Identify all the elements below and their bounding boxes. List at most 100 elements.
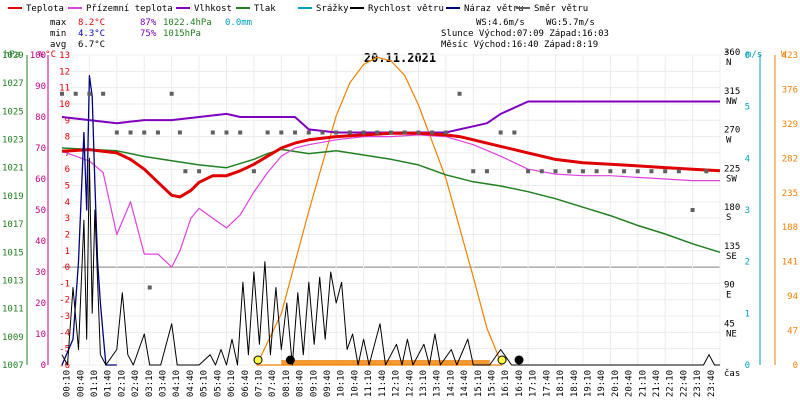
pct-tick-label: 80 [35,113,46,123]
time-tick-label: 23:10 [693,370,703,397]
time-tick-label: 22:40 [679,370,689,397]
sun-marker [253,355,263,365]
degc-tick-label: 11 [59,84,70,94]
wind-dir-point [375,130,380,135]
wind-dir-point [649,169,654,174]
stat-min-press: 1015hPa [163,29,201,39]
degc-tick-label: 9 [65,116,70,126]
ms-tick-label: 4 [745,154,750,164]
pct-tick-label: 0 [41,361,46,371]
time-tick-label: 08:40 [296,370,306,397]
wind-dir-point [690,208,695,212]
dir-tick-label: 225 [724,164,740,174]
wind-dir-point [210,130,215,135]
wind-dir-point [60,91,64,96]
w-tick-label: 94 [787,292,798,302]
legend: Teplota Přízemní teplota Vlhkost Tlak Srážky… [8,4,588,14]
time-tick-label: 07:40 [268,370,278,397]
wind-dir-point [265,130,270,135]
time-tick-label: 05:10 [200,370,210,397]
ms-tick-label: 0 [745,361,750,371]
wind-dir-point [389,130,393,135]
time-tick-label: 05:40 [213,370,223,397]
stat-max-press: 1022.4hPa [163,18,212,28]
grid [61,54,721,366]
stat-max-temp: 8.2°C [78,18,105,28]
dir-axis-title: ° [724,50,729,60]
time-tick-label: 00:40 [76,370,86,397]
info-block: WS:4.6m/s WG:5.7m/s Slunce Východ:07:09 … [441,18,609,50]
wind-dir-point [147,285,152,290]
w-tick-label: 329 [782,120,798,130]
wind-dir-point [608,169,613,174]
dir-tick-label: 360 [724,48,740,58]
legend-label: Srážky [316,4,349,14]
w-axis-title: W [781,50,787,60]
w-tick-label: 0 [793,361,798,371]
legend-label: Tlak [254,4,276,14]
degc-tick-label: -2 [59,296,70,306]
wind-dir-point [155,130,160,135]
pct-tick-label: 30 [35,268,46,278]
wind-dir-point [526,169,531,174]
time-tick-label: 06:10 [227,370,237,397]
degc-tick-label: -6 [59,361,70,371]
wind-speed-summary: WS:4.6m/s [476,18,525,28]
wind-dir-point [87,91,92,96]
time-axis-title: čas [724,368,740,379]
legend-label: Náraz větru [464,4,524,14]
wind-dir-point [512,130,517,135]
wind-dir-point [101,91,106,96]
wind-gust-line [61,75,117,366]
degc-tick-label: 12 [59,67,70,77]
wind-dir-point [594,169,599,174]
wind-dir-point [539,169,544,174]
wind-dir-point [279,130,284,135]
wind-dir-point [622,169,627,174]
time-tick-label: 09:40 [323,370,333,397]
wind-dir-point [334,130,339,135]
wind-dir-point [430,130,435,135]
time-tick-label: 02:10 [117,370,127,397]
degc-tick-label: 13 [59,51,70,61]
stats-block: max 8.2°C 87% 1022.4hPa 0.0mm min 4.3°C … [50,18,252,50]
w-tick-label: 282 [782,154,798,164]
time-tick-label: 20:10 [611,370,621,397]
moon-marker [514,355,524,365]
time-tick-label: 21:40 [652,370,662,397]
moon-times: Měsíc Východ:16:40 Západ:8:19 [441,40,598,50]
time-tick-label: 14:40 [460,370,470,397]
dir-name-label: SW [726,174,737,184]
wind-dir-point [676,169,681,174]
hpa-tick-label: 1007 [2,361,24,371]
time-tick-label: 07:10 [254,370,264,397]
dir-tick-label: 180 [724,203,740,213]
ms-axis-title: m/s [746,50,762,60]
wind-dir-point [471,169,476,174]
time-tick-label: 03:40 [159,370,169,397]
stat-max-rain: 0.0mm [225,18,252,28]
hpa-tick-label: 1027 [2,79,24,89]
wind-dir-point [635,169,640,174]
hpa-tick-label: 1013 [2,276,24,286]
time-tick-label: 12:10 [392,370,402,397]
axes: hPa% °C ° m/s Wčas10291027102510231021101910… [2,48,798,397]
degc-tick-label: 5 [65,182,70,192]
time-tick-label: 01:10 [90,370,100,397]
wind-gust-summary: WG:5.7m/s [546,18,595,28]
hpa-tick-label: 1025 [2,107,24,117]
pct-tick-label: 50 [35,206,46,216]
degc-tick-label: 6 [65,165,70,175]
stat-avg-label: avg [50,40,66,50]
time-tick-label: 10:40 [350,370,360,397]
hpa-tick-label: 1009 [2,333,24,343]
wind-dir-point [224,130,229,135]
time-tick-label: 19:10 [583,370,593,397]
ms-tick-label: 3 [745,206,750,216]
degc-tick-label: 8 [65,133,70,143]
time-tick-label: 18:10 [556,370,566,397]
wind-dir-point [320,130,325,135]
wind-dir-point [142,130,147,135]
wind-dir-point [114,130,119,135]
pct-tick-label: 60 [35,175,46,185]
